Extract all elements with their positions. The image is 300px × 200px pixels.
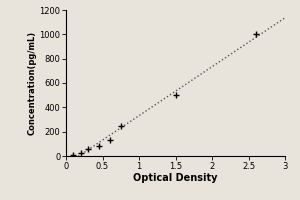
Y-axis label: Concentration(pg/mL): Concentration(pg/mL) bbox=[28, 31, 37, 135]
X-axis label: Optical Density: Optical Density bbox=[133, 173, 218, 183]
